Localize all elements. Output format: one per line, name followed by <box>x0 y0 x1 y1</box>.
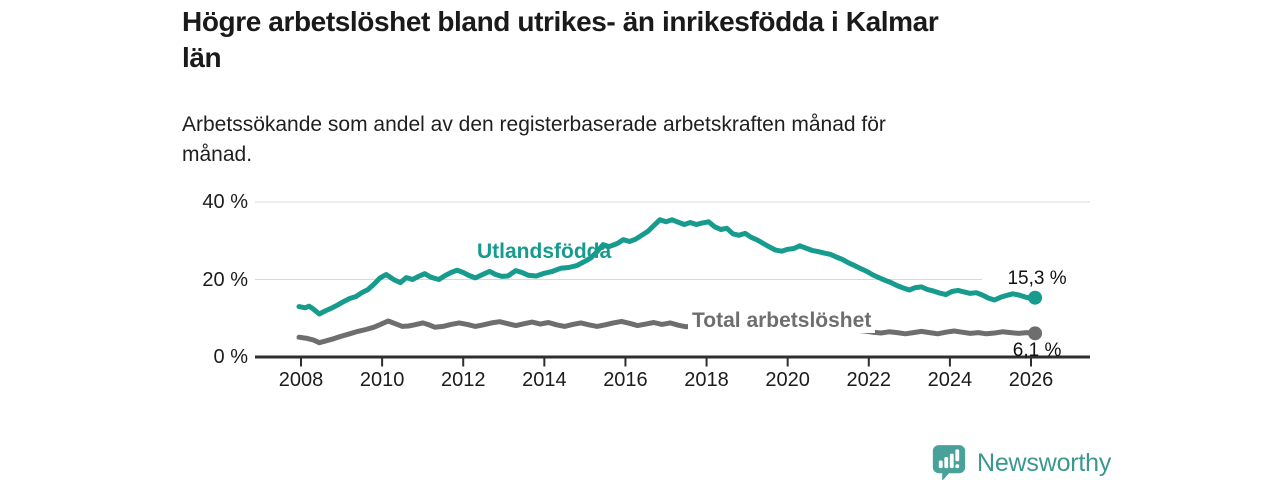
y-axis-tick-label: 20 % <box>202 268 248 291</box>
y-axis-tick-label: 0 % <box>213 346 248 368</box>
chart-subtitle: Arbetssökande som andel av den registerb… <box>182 113 886 166</box>
x-axis-tick-label: 2026 <box>1008 369 1054 391</box>
series-line-0 <box>296 217 1038 317</box>
x-axis-tick-label: 2016 <box>603 369 648 391</box>
y-axis-tick-label: 40 % <box>202 191 248 213</box>
x-axis-tick-label: 2024 <box>927 369 973 391</box>
x-axis-tick-label: 2012 <box>440 369 486 391</box>
series-label-total-arbetsloshet: Total arbetslöshet <box>688 309 876 333</box>
brand-name: Newsworthy <box>977 448 1112 477</box>
chart-title: Högre arbetslöshet bland utrikes- än inr… <box>182 6 939 73</box>
series-line-1 <box>296 318 1038 346</box>
series-label-utlandsfodda: Utlandsfödda <box>477 240 612 263</box>
series-end-dot-0 <box>1028 290 1043 305</box>
x-axis-tick-label: 2014 <box>522 369 567 391</box>
x-axis-tick-label: 2022 <box>846 369 892 391</box>
newsworthy-logo-icon <box>932 445 966 480</box>
x-axis-tick-label: 2008 <box>278 369 324 391</box>
series-end-dot-1 <box>1028 326 1043 341</box>
end-value-label-total-arbetsloshet: 6,1 % <box>1012 340 1062 362</box>
x-axis-tick-label: 2010 <box>359 369 405 391</box>
brand-logo: Newsworthy <box>932 444 1111 480</box>
x-axis-tick-label: 2020 <box>765 369 810 391</box>
end-value-label-utlandsfodda: 15,3 % <box>982 267 1093 289</box>
x-axis-tick-label: 2018 <box>684 369 729 391</box>
